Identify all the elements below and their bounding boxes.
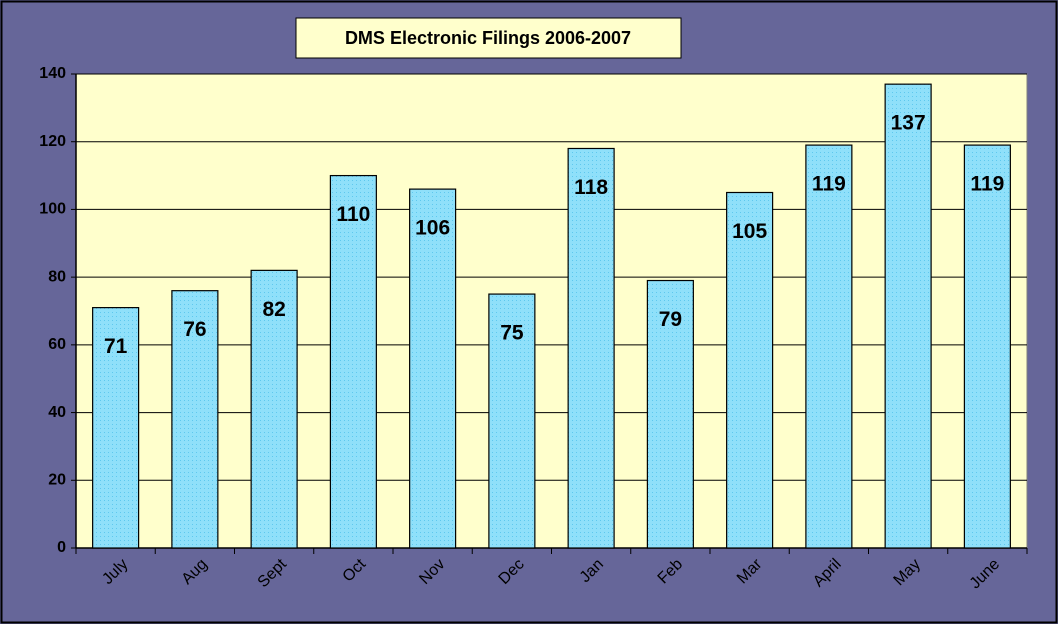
bar <box>250 269 298 549</box>
bar <box>567 147 615 549</box>
bar <box>329 174 377 549</box>
bar <box>92 307 140 549</box>
bar <box>171 290 219 549</box>
bar <box>884 83 932 549</box>
bar <box>409 188 457 549</box>
chart-title: DMS Electronic Filings 2006-2007 <box>345 28 631 48</box>
data-label: 82 <box>262 298 285 321</box>
data-label: 106 <box>415 217 450 240</box>
plot-area <box>75 73 1028 549</box>
data-label: 75 <box>500 322 524 345</box>
data-label: 110 <box>336 203 370 226</box>
y-tick-label: 100 <box>39 201 66 218</box>
data-label: 105 <box>732 220 767 243</box>
y-tick-label: 20 <box>48 472 66 489</box>
data-label: 118 <box>574 176 608 199</box>
bar <box>488 293 536 549</box>
bar <box>646 279 694 549</box>
y-tick-label: 120 <box>39 133 66 150</box>
title-box <box>295 17 682 59</box>
bar <box>726 191 774 549</box>
data-label: 71 <box>104 335 128 358</box>
y-tick-label: 140 <box>39 65 66 82</box>
data-label: 76 <box>183 318 206 341</box>
data-label: 119 <box>812 173 846 196</box>
y-tick-label: 80 <box>48 268 66 285</box>
y-tick-label: 60 <box>48 336 66 353</box>
bar <box>963 144 1011 549</box>
y-tick-label: 0 <box>57 539 66 556</box>
data-label: 119 <box>970 173 1004 196</box>
data-label: 79 <box>659 308 682 331</box>
y-tick-label: 40 <box>48 404 66 421</box>
data-label: 137 <box>891 112 926 135</box>
bar <box>805 144 853 549</box>
